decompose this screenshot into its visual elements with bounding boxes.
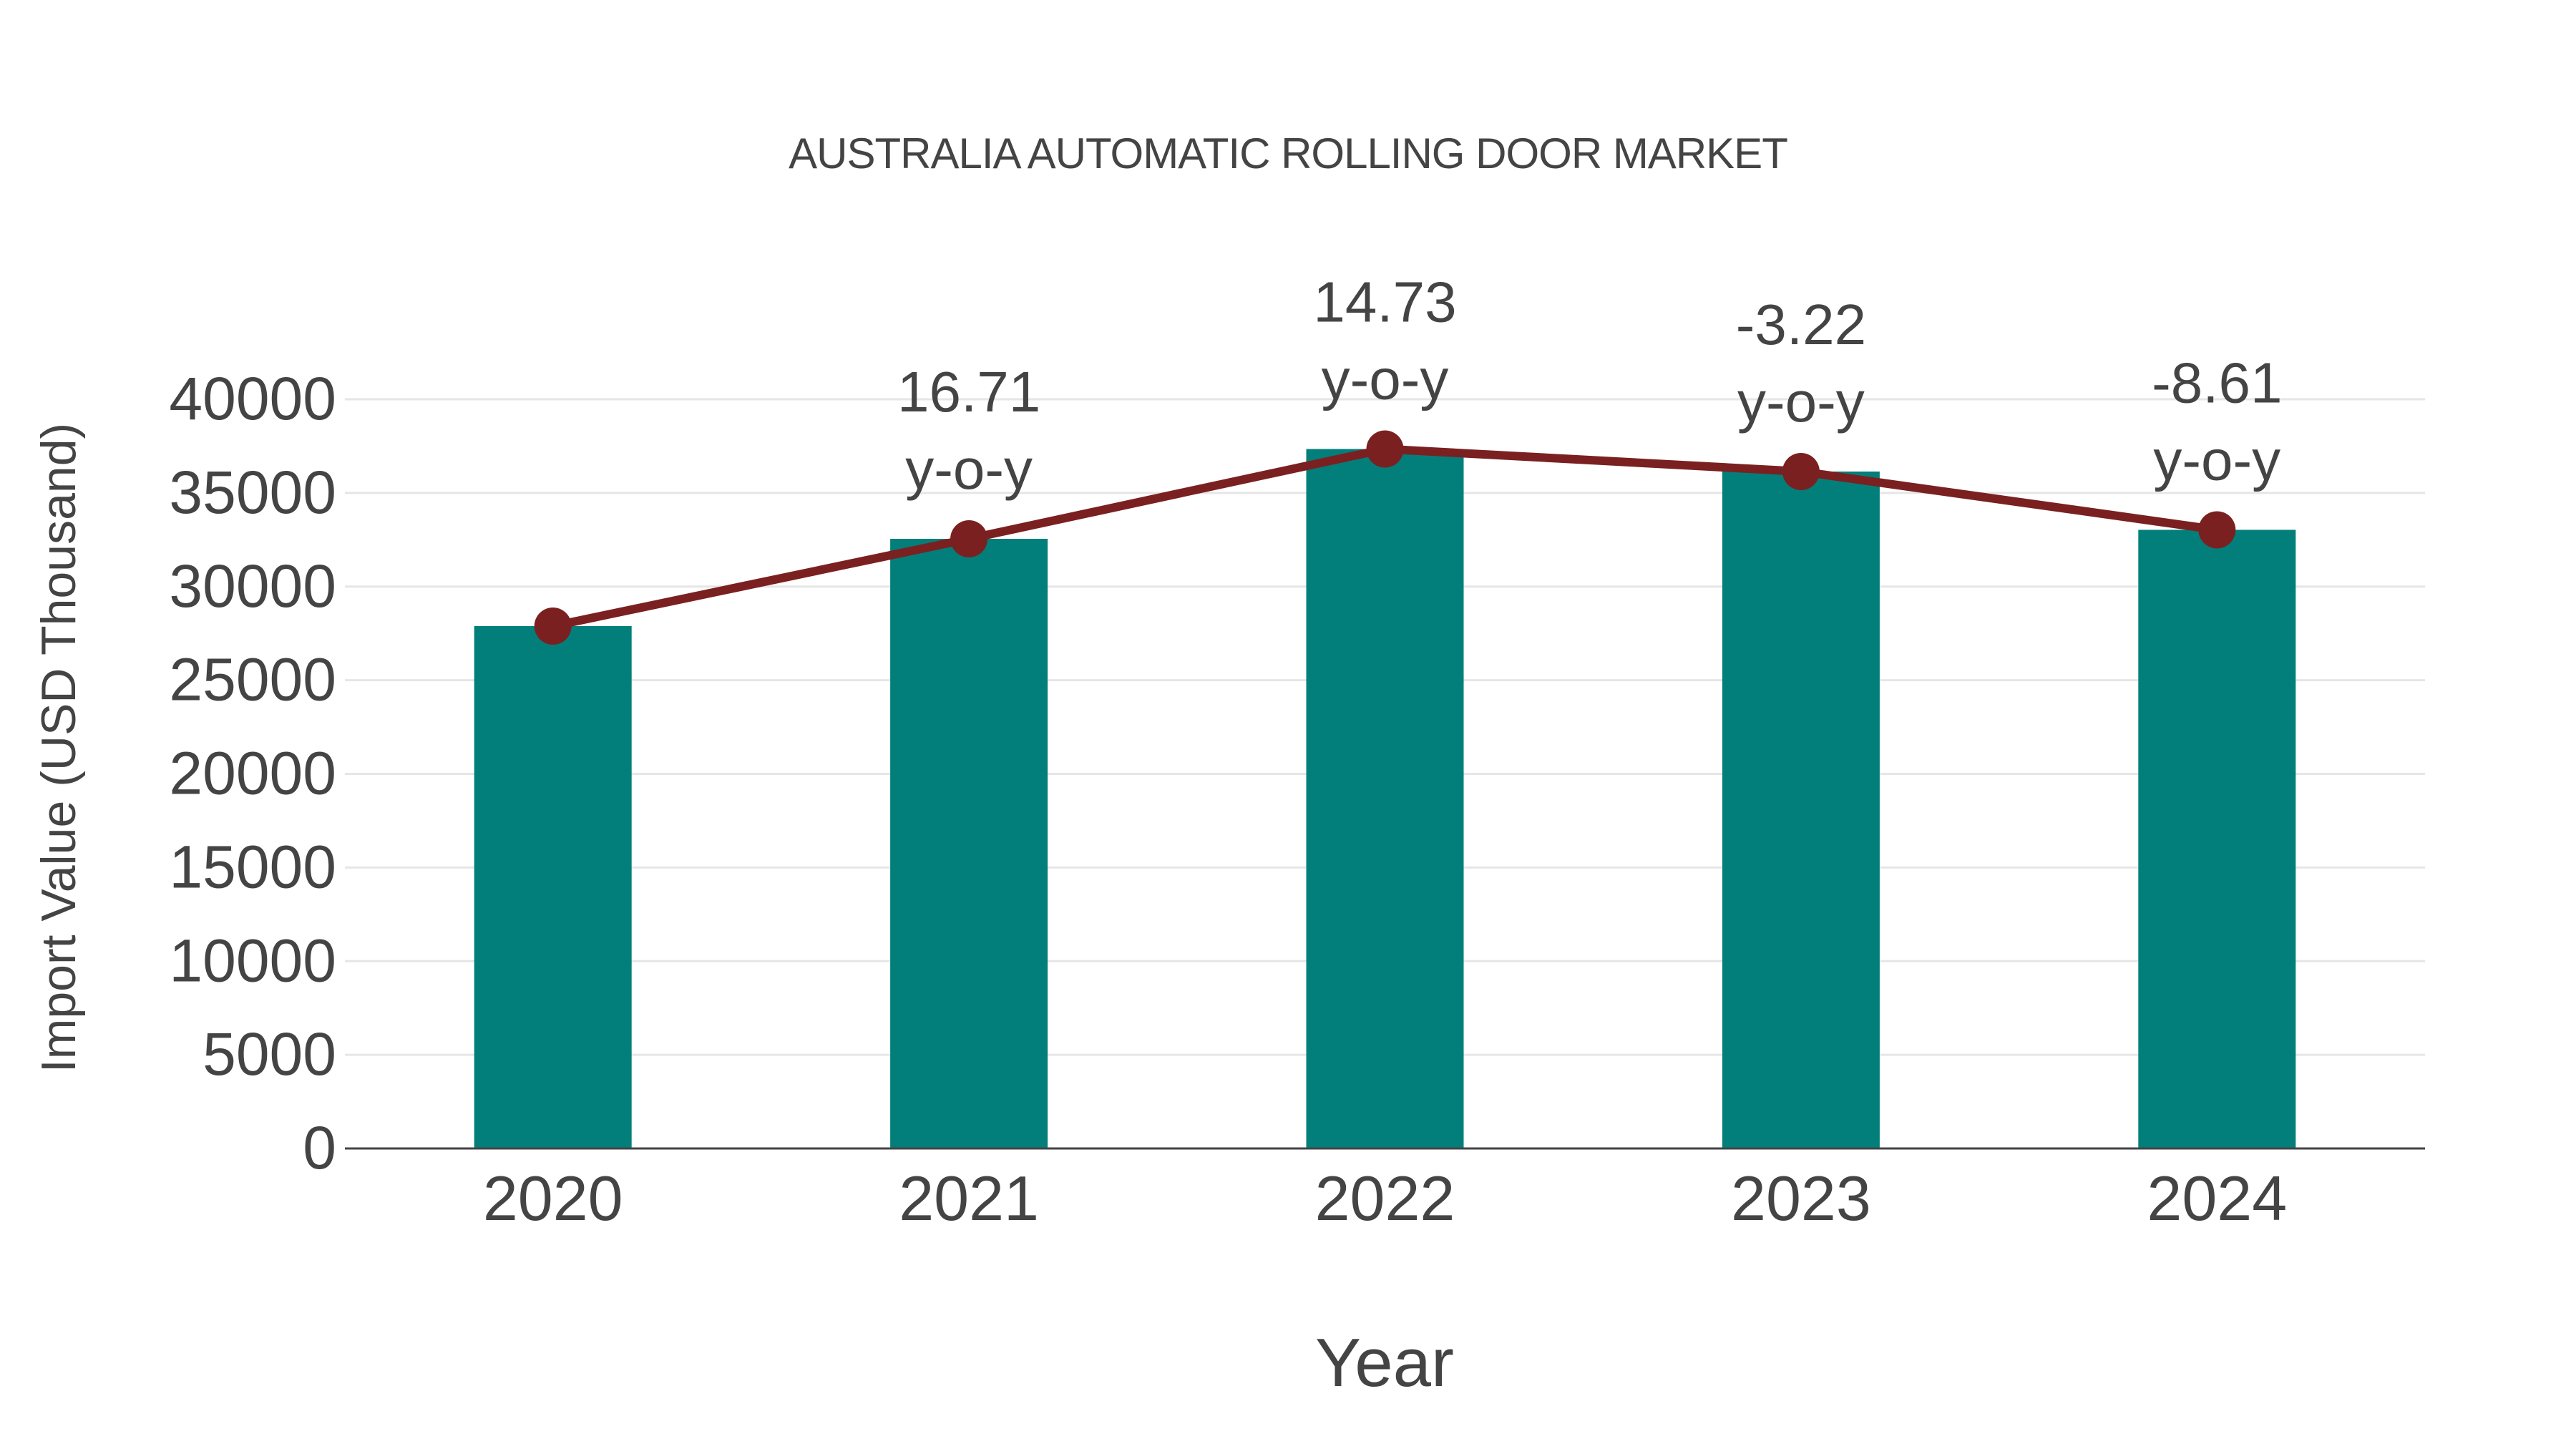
bar-2023 <box>1722 471 1880 1148</box>
bar-2024 <box>2138 530 2296 1148</box>
x-tick-label: 2021 <box>899 1163 1039 1234</box>
yoy-label-suffix: y-o-y <box>2153 428 2280 492</box>
yoy-label-suffix: y-o-y <box>905 437 1033 501</box>
yoy-label-value: -8.61 <box>2152 351 2282 414</box>
x-axis-ticks: 2020 2021 2022 2023 2024 <box>483 1163 2287 1234</box>
trend-marker <box>2198 511 2236 549</box>
trend-marker <box>1782 452 1820 490</box>
yoy-label-value: 16.71 <box>897 360 1040 424</box>
x-axis-label: Year <box>1315 1324 1454 1401</box>
trend-marker <box>1366 430 1404 468</box>
y-tick-label: 35000 <box>169 459 336 526</box>
chart-title: AUSTRALIA AUTOMATIC ROLLING DOOR MARKET <box>789 130 1788 177</box>
bar-2022 <box>1306 449 1464 1148</box>
y-tick-label: 30000 <box>169 552 336 620</box>
y-tick-label: 10000 <box>169 927 336 994</box>
yoy-label-value: -3.22 <box>1736 293 1866 356</box>
x-tick-label: 2022 <box>1315 1163 1455 1234</box>
bar-2021 <box>890 539 1048 1148</box>
y-tick-label: 25000 <box>169 646 336 713</box>
y-tick-label: 40000 <box>169 365 336 432</box>
y-tick-label: 15000 <box>169 833 336 900</box>
x-tick-label: 2020 <box>483 1163 623 1234</box>
trend-marker <box>950 520 988 558</box>
y-tick-label: 5000 <box>203 1020 336 1088</box>
line-series <box>534 430 2236 645</box>
yoy-label-value: 14.73 <box>1313 270 1456 333</box>
yoy-label-suffix: y-o-y <box>1737 370 1865 434</box>
x-tick-label: 2023 <box>1731 1163 1871 1234</box>
bar-series <box>474 449 2296 1148</box>
y-tick-label: 0 <box>303 1114 336 1181</box>
bar-2020 <box>474 625 632 1148</box>
y-axis-ticks: 0 5000 10000 15000 20000 25000 30000 35000 40000 <box>169 365 336 1181</box>
yoy-label-suffix: y-o-y <box>1322 347 1449 411</box>
y-tick-label: 20000 <box>169 740 336 807</box>
trend-marker <box>534 607 572 645</box>
x-tick-label: 2024 <box>2147 1163 2287 1234</box>
yoy-annotations: y-o-y 16.71 y-o-y 14.73 y-o-y -3.22 y-o-y -8.61 <box>897 270 2282 501</box>
